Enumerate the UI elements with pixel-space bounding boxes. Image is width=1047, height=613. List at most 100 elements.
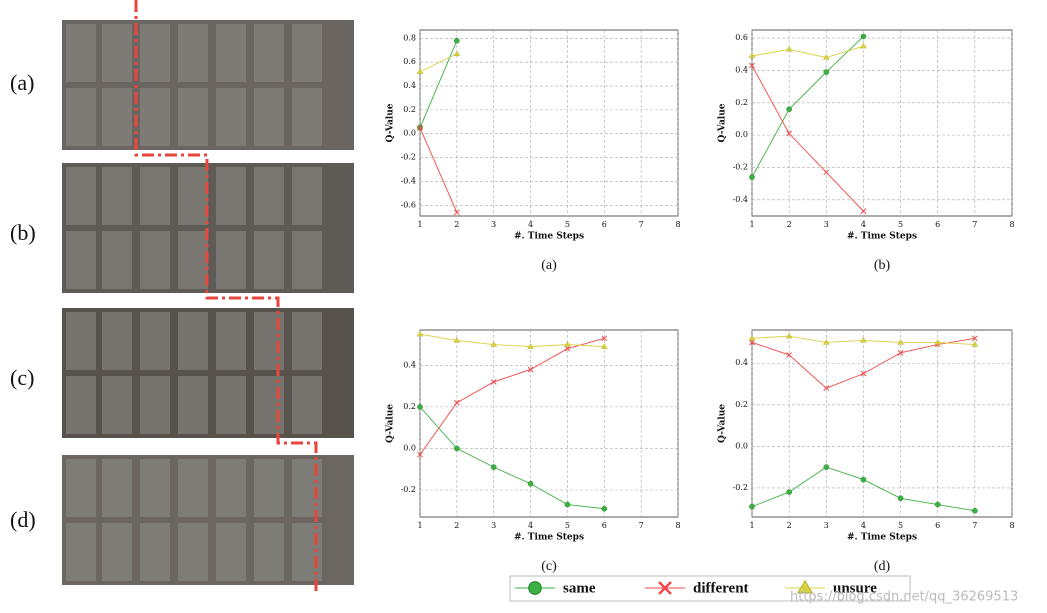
y-tick-label: -0.6 xyxy=(401,200,416,209)
y-axis-label: Q-Value xyxy=(718,404,728,443)
watermark: https://blog.csdn.net/qq_36269513 xyxy=(790,590,1018,605)
chart: -0.2 0.0 0.2 0.4 1 2 3 4 5 6 7 8 #. Time Steps Q-Valu… xyxy=(386,329,681,574)
point xyxy=(749,62,755,69)
x-tick-label: 3 xyxy=(824,521,829,530)
legend: same different unsure xyxy=(509,575,911,602)
point xyxy=(860,476,867,483)
row-label: (b) xyxy=(10,220,36,245)
x-axis-label: #. Time Steps xyxy=(847,232,917,242)
caption: (b) xyxy=(874,258,891,273)
point xyxy=(527,343,534,349)
point xyxy=(786,489,792,495)
point xyxy=(971,341,979,347)
y-axis-label: Q-Value xyxy=(718,103,728,142)
point xyxy=(417,124,423,131)
y-tick-label: 0.2 xyxy=(735,400,748,409)
chart: -0.6 -0.4 -0.2 0.0 0.2 0.4 0.6 0.8 1 2 3 4 5 6 7 8 #. Ti… xyxy=(386,29,681,273)
y-tick-label: -0.4 xyxy=(401,176,416,185)
x-tick-label: 1 xyxy=(417,220,422,229)
y-tick-label: 0.4 xyxy=(735,358,748,367)
point xyxy=(453,50,461,57)
row-label: (c) xyxy=(10,365,34,390)
x-tick-label: 7 xyxy=(639,521,644,530)
legend-marker xyxy=(658,581,672,595)
y-tick-label: 0.0 xyxy=(735,441,748,450)
plot-area xyxy=(419,29,679,217)
y-tick-label: -0.4 xyxy=(733,195,748,204)
point xyxy=(748,52,756,59)
x-tick-label: 6 xyxy=(935,220,940,229)
legend-box xyxy=(509,575,911,602)
x-tick-label: 5 xyxy=(565,220,570,229)
point xyxy=(822,339,830,345)
y-tick-label: 0.2 xyxy=(735,98,748,107)
x-tick-label: 8 xyxy=(1009,521,1014,530)
point xyxy=(454,445,460,452)
point xyxy=(601,505,608,512)
y-tick-label: 0.6 xyxy=(735,33,748,42)
point xyxy=(453,337,461,343)
x-tick-label: 2 xyxy=(787,521,792,530)
series-line xyxy=(419,53,458,73)
y-axis-label: Q-Value xyxy=(386,404,396,443)
legend-marker xyxy=(796,579,814,594)
point xyxy=(527,366,534,373)
point xyxy=(454,37,460,44)
series-line xyxy=(419,337,605,455)
x-tick-label: 1 xyxy=(417,521,422,530)
row-label: (d) xyxy=(10,507,36,532)
y-tick-label: -0.2 xyxy=(401,485,416,494)
point xyxy=(897,495,904,502)
point xyxy=(564,501,571,508)
point xyxy=(934,339,942,345)
point xyxy=(785,332,793,339)
point xyxy=(490,464,497,470)
point xyxy=(860,337,867,343)
point xyxy=(823,464,830,470)
point xyxy=(823,69,830,75)
x-tick-label: 4 xyxy=(528,220,533,229)
x-tick-label: 3 xyxy=(824,220,829,229)
chart: -0.4 -0.2 0.0 0.2 0.4 0.6 1 2 3 4 5 6 7 8 #. Time Step… xyxy=(718,29,1015,273)
y-tick-label: 0.2 xyxy=(403,402,416,411)
point xyxy=(972,335,978,342)
x-tick-label: 7 xyxy=(972,521,977,530)
x-tick-label: 7 xyxy=(972,220,977,229)
point xyxy=(600,343,608,349)
chart: -0.2 0.0 0.2 0.4 1 2 3 4 5 6 7 8 #. Time Steps Q-Valu… xyxy=(718,329,1015,574)
y-axis-label: Q-Value xyxy=(386,103,396,142)
series-line xyxy=(751,45,864,58)
point xyxy=(897,350,904,356)
series-line xyxy=(751,36,864,178)
caption: (a) xyxy=(541,258,557,273)
plot-area xyxy=(751,329,1013,518)
y-tick-label: 0.4 xyxy=(403,360,416,369)
x-tick-label: 6 xyxy=(935,521,940,530)
row-label: (a) xyxy=(10,70,34,95)
point xyxy=(416,68,424,74)
series-line xyxy=(751,65,864,212)
legend-marker xyxy=(528,581,542,595)
x-tick-label: 4 xyxy=(861,521,866,530)
point xyxy=(786,352,792,358)
x-tick-label: 3 xyxy=(491,220,496,229)
point xyxy=(564,345,571,352)
y-tick-label: 0.0 xyxy=(735,130,748,139)
x-tick-label: 4 xyxy=(861,220,866,229)
caption: (c) xyxy=(541,559,557,574)
y-tick-label: 0.4 xyxy=(735,65,748,74)
x-tick-label: 5 xyxy=(898,521,903,530)
y-tick-label: 0.6 xyxy=(403,57,416,66)
point xyxy=(601,335,608,342)
point xyxy=(454,209,460,216)
point xyxy=(748,334,756,341)
y-tick-label: -0.2 xyxy=(401,153,416,162)
x-axis-label: #. Time Steps xyxy=(514,533,584,543)
point xyxy=(416,330,424,337)
point xyxy=(934,501,941,508)
split-line xyxy=(134,0,318,595)
y-tick-label: 0.0 xyxy=(403,129,416,138)
point xyxy=(860,208,867,215)
point xyxy=(823,169,830,176)
